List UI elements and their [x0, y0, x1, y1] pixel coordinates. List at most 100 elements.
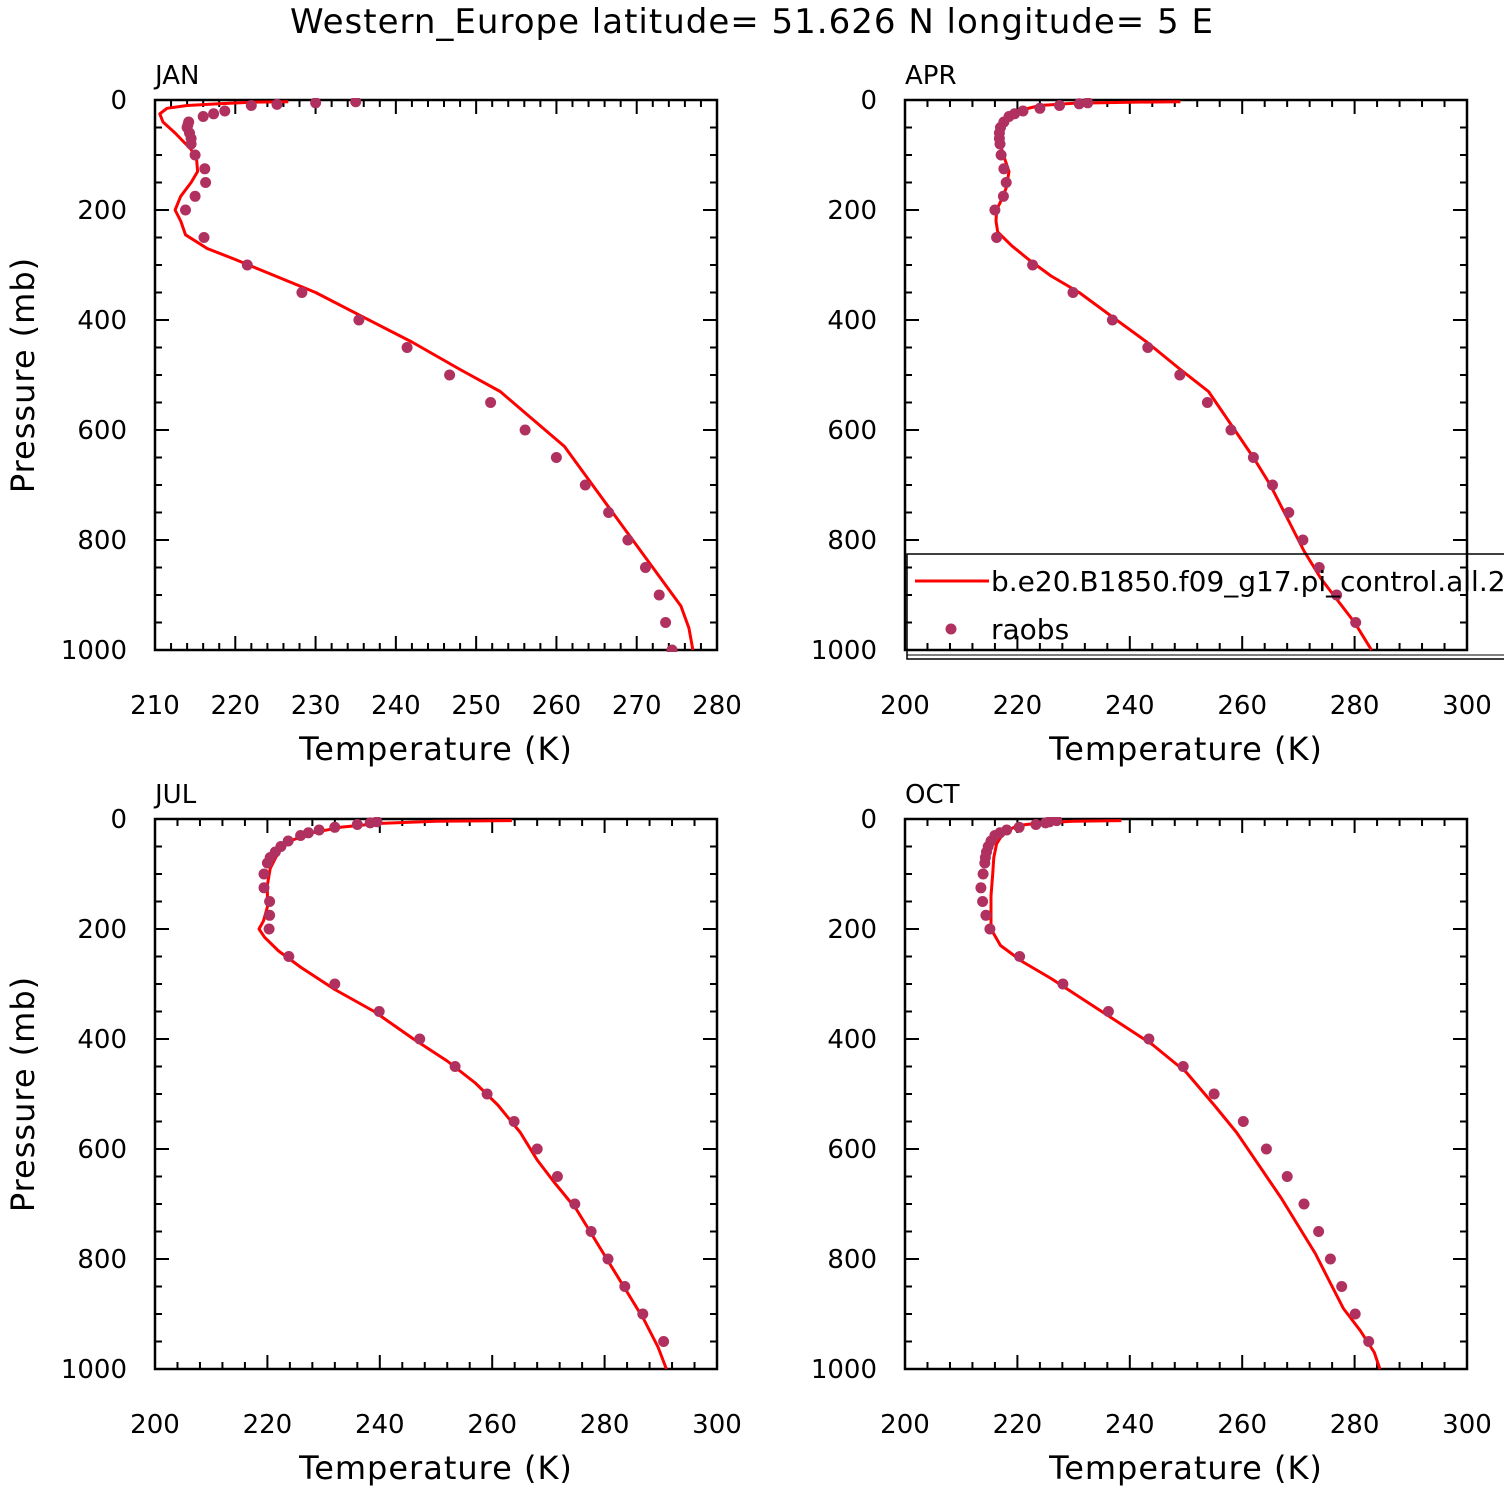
raobs-point — [997, 190, 1009, 202]
raobs-point — [579, 479, 591, 491]
raobs-point — [350, 98, 362, 108]
x-tick-label: 250 — [451, 691, 501, 721]
plot-frame — [153, 98, 719, 652]
raobs-point — [351, 819, 363, 830]
raobs-point — [1298, 1198, 1310, 1210]
raobs-point — [1324, 1253, 1336, 1265]
y-tick-label: 800 — [77, 1245, 127, 1275]
x-tick-label: 220 — [243, 1410, 293, 1440]
model-profile-line — [158, 100, 695, 651]
x-tick-label: 280 — [1330, 1410, 1380, 1440]
x-tick-label: 230 — [291, 691, 341, 721]
y-tick-label: 800 — [827, 1245, 877, 1275]
raobs-point — [481, 1088, 493, 1100]
y-tick-label: 600 — [77, 416, 127, 446]
x-axis-label: Temperature (K) — [1048, 1449, 1323, 1487]
raobs-point — [1283, 507, 1295, 518]
raobs-point — [353, 314, 365, 326]
raobs-point — [602, 1253, 614, 1265]
raobs-point — [640, 562, 651, 573]
x-tick-label: 260 — [1217, 1410, 1267, 1440]
y-tick-label: 200 — [827, 196, 877, 226]
y-tick-label: 800 — [827, 526, 877, 556]
y-tick-label: 0 — [860, 86, 877, 116]
raobs-point — [1034, 102, 1046, 114]
raobs-point — [200, 177, 212, 188]
raobs-point — [994, 138, 1006, 150]
x-tick-label: 200 — [880, 1410, 930, 1440]
x-tick-label: 220 — [993, 1410, 1043, 1440]
raobs-point — [1174, 369, 1186, 381]
raobs-point — [199, 163, 211, 175]
raobs-point — [283, 951, 295, 962]
x-tick-label: 200 — [130, 1410, 180, 1440]
y-tick-label: 1000 — [61, 636, 127, 666]
x-tick-label: 270 — [612, 691, 662, 721]
x-tick-label: 240 — [1105, 691, 1155, 721]
plot-frame — [153, 817, 719, 1371]
raobs-point — [264, 909, 276, 921]
y-tick-label: 1000 — [61, 1355, 127, 1385]
raobs-point — [989, 204, 1001, 216]
model-profile-line — [257, 819, 668, 1370]
y-tick-label: 0 — [110, 805, 127, 835]
raobs-point — [980, 909, 992, 921]
raobs-point — [977, 896, 989, 907]
y-tick-label: 0 — [110, 86, 127, 116]
panel-label: APR — [905, 61, 957, 91]
x-tick-label: 240 — [1105, 1410, 1155, 1440]
x-tick-label: 220 — [210, 691, 260, 721]
raobs-point — [264, 896, 276, 907]
raobs-point — [485, 397, 497, 408]
x-tick-label: 280 — [692, 691, 742, 721]
raobs-point — [185, 138, 197, 150]
raobs-point — [401, 342, 413, 353]
y-tick-label: 800 — [77, 526, 127, 556]
raobs-point — [271, 98, 283, 110]
plot-data — [158, 98, 695, 652]
y-tick-label: 600 — [77, 1135, 127, 1165]
raobs-point — [1297, 534, 1309, 546]
x-tick-label: 280 — [1330, 691, 1380, 721]
raobs-point — [258, 882, 270, 894]
raobs-point — [519, 424, 531, 436]
raobs-point — [1027, 259, 1039, 271]
raobs-point — [1030, 819, 1042, 830]
raobs-point — [310, 98, 322, 109]
y-axis-label: Pressure (mb) — [4, 257, 42, 493]
raobs-point — [180, 204, 191, 216]
raobs-point — [1363, 1336, 1375, 1347]
raobs-point — [1237, 1116, 1249, 1127]
raobs-point — [653, 589, 665, 601]
raobs-point — [975, 882, 987, 894]
y-tick-label: 400 — [77, 1025, 127, 1055]
legend-marker-swatch — [945, 623, 957, 635]
raobs-point — [1054, 100, 1065, 111]
raobs-point — [622, 534, 634, 546]
raobs-point — [1208, 1088, 1220, 1100]
raobs-point — [991, 232, 1003, 243]
raobs-point — [1082, 98, 1094, 109]
raobs-point — [637, 1308, 649, 1320]
raobs-point — [1013, 821, 1025, 833]
y-tick-label: 1000 — [811, 1355, 877, 1385]
x-axis-label: Temperature (K) — [298, 730, 573, 768]
panel-label: OCT — [905, 780, 960, 810]
raobs-point — [198, 232, 210, 243]
x-tick-label: 300 — [692, 1410, 742, 1440]
raobs-point — [373, 1006, 385, 1017]
raobs-point — [585, 1226, 597, 1237]
model-profile-line — [989, 819, 1382, 1370]
raobs-point — [1336, 1281, 1348, 1292]
raobs-point — [1313, 1226, 1325, 1237]
plot-data — [257, 817, 670, 1370]
raobs-point — [1102, 1006, 1114, 1017]
raobs-point — [364, 817, 376, 829]
raobs-point — [414, 1033, 426, 1045]
raobs-point — [1177, 1061, 1189, 1072]
legend: b.e20.B1850.f09_g17.pi_control.all.297ra… — [906, 553, 1504, 660]
y-tick-label: 400 — [77, 306, 127, 336]
